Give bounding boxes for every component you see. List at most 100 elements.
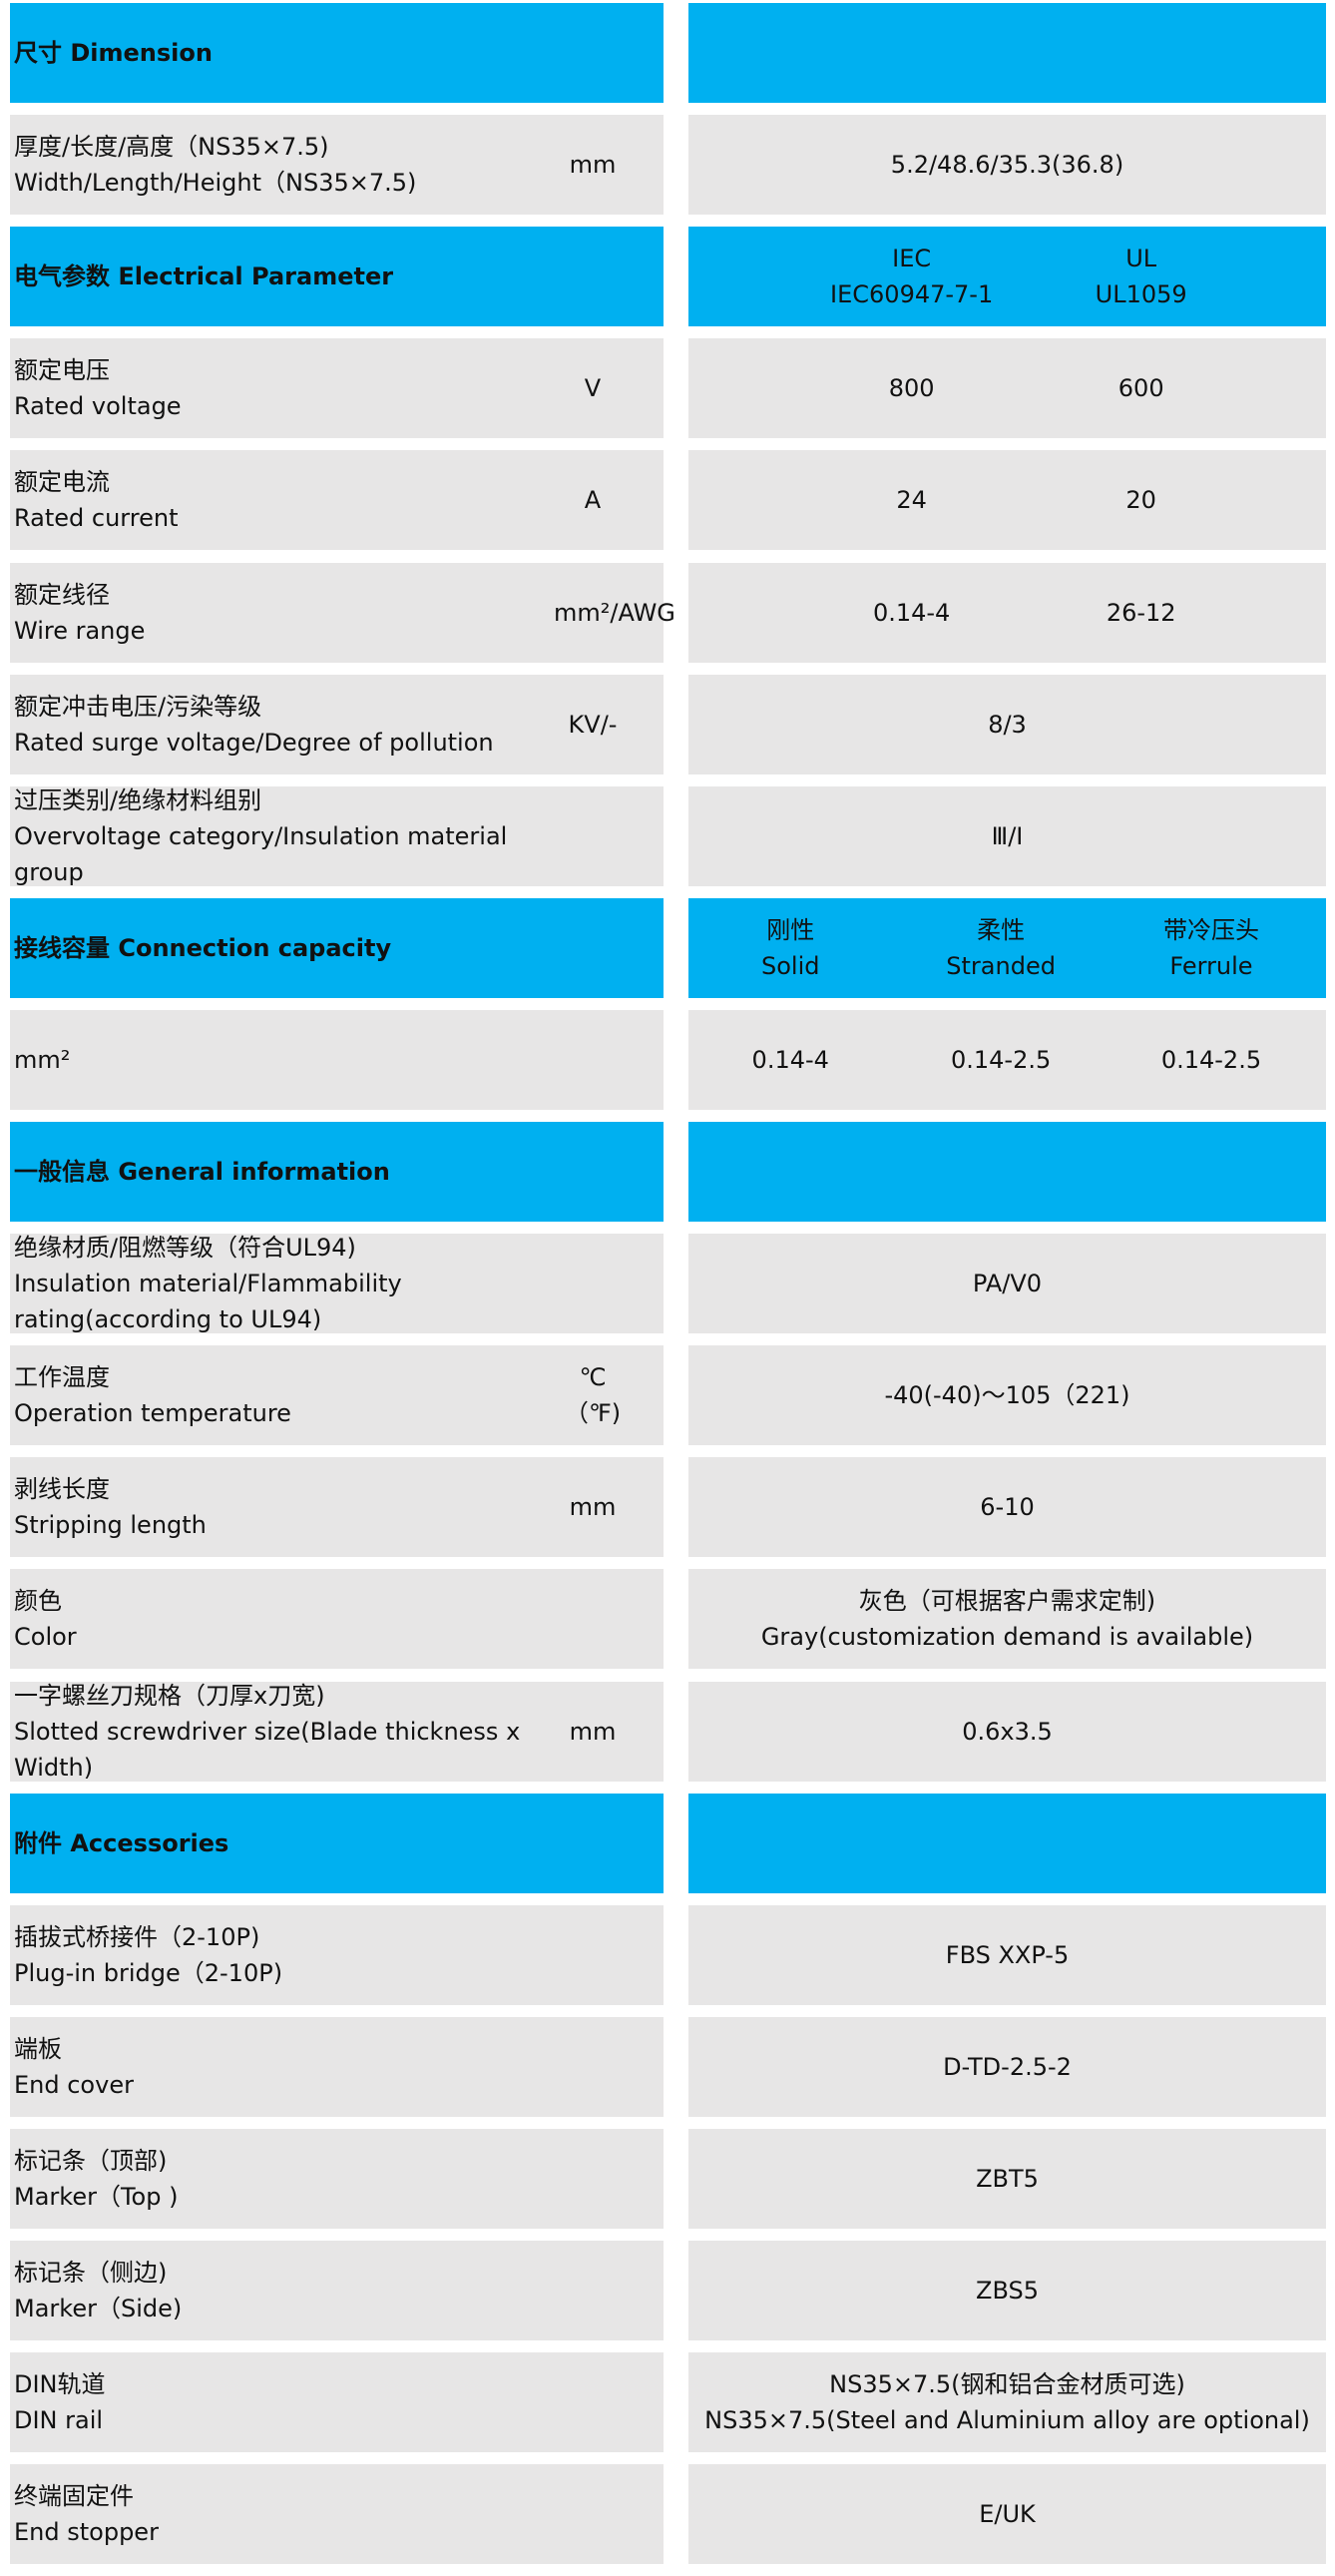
table-row: 额定电压 Rated voltage V 800 600 (0, 338, 1335, 439)
parameter-label: 颜色 Color (14, 1583, 553, 1655)
value: 0.14-4 (751, 1045, 829, 1074)
label-cell: 插拔式桥接件（2-10P) Plug-in bridge（2-10P) (10, 1904, 664, 2005)
value: 5.2/48.6/35.3(36.8) (890, 151, 1124, 180)
label-line: Width/Length/Height（NS35×7.5) (14, 169, 417, 198)
label-line: 颜色 (14, 1587, 62, 1616)
value-cell: -40(-40)～105（221) (688, 1345, 1326, 1446)
value: 柔性 Stranded (946, 915, 1056, 980)
section-title: 附件 Accessories (14, 1828, 229, 1857)
label-cell: 额定冲击电压/污染等级 Rated surge voltage/Degree of… (10, 674, 664, 774)
table-row: 端板 End cover D-TD-2.5-2 (0, 2016, 1335, 2117)
section-header: 一般信息 General information (0, 1122, 1335, 1222)
value-cell: PA/V0 (688, 1234, 1326, 1334)
label-cell: 工作温度 Operation temperature ℃（℉) (10, 1345, 664, 1446)
label-line: 过压类别/绝缘材料组别 (14, 785, 262, 814)
parameter-label: 插拔式桥接件（2-10P) Plug-in bridge（2-10P) (14, 1919, 553, 1991)
unit: ℃（℉) (564, 1363, 622, 1428)
value: ZBS5 (976, 2277, 1039, 2305)
parameter-label: 终端固定件 End stopper (14, 2478, 553, 2550)
parameter-label: 额定电流 Rated current (14, 464, 553, 536)
value-cell: 6-10 (688, 1457, 1326, 1558)
parameter-label: 额定电压 Rated voltage (14, 352, 553, 424)
label-line: Rated current (14, 504, 179, 533)
label-line: 终端固定件 (14, 2482, 134, 2511)
table-row: 插拔式桥接件（2-10P) Plug-in bridge（2-10P) FBS XX… (0, 1904, 1335, 2005)
value: 8/3 (988, 710, 1027, 739)
value-cell: 800 600 (688, 338, 1326, 439)
label-cell: 标记条（顶部) Marker（Top ) (10, 2128, 664, 2229)
label-line: 一字螺丝刀规格（刀厚x刀宽) (14, 1681, 325, 1710)
label-line: DIN rail (14, 2406, 104, 2435)
unit: mm (569, 1717, 617, 1746)
value-cell: 刚性 Solid 柔性 Stranded 带冷压头 Ferrule (688, 897, 1326, 998)
parameter-label: 绝缘材质/阻燃等级（符合UL94) Insulation material/Fla… (14, 1230, 553, 1337)
value: 600 (1117, 374, 1164, 403)
label-cell: 电气参数 Electrical Parameter (10, 227, 664, 327)
value: UL UL1059 (1095, 245, 1187, 309)
value-cell: Ⅲ/Ⅰ (688, 785, 1326, 886)
value: IEC IEC60947-7-1 (830, 245, 994, 309)
value: 灰色（可根据客户需求定制) Gray(customization demand … (760, 1587, 1254, 1652)
value-cell: FBS XXP-5 (688, 1904, 1326, 2005)
label-line: Color (14, 1623, 77, 1652)
value: NS35×7.5(钢和铝合金材质可选) NS35×7.5(Steel and A… (704, 2370, 1310, 2435)
value-cell: E/UK (688, 2464, 1326, 2565)
label-line: 端板 (14, 2034, 62, 2063)
parameter-label: DIN轨道 DIN rail (14, 2366, 553, 2438)
value: ZBT5 (976, 2164, 1039, 2193)
value-cell: 24 20 (688, 450, 1326, 551)
value-cell: ZBT5 (688, 2128, 1326, 2229)
value: 带冷压头 Ferrule (1162, 915, 1259, 980)
label-cell: 尺寸 Dimension (10, 3, 664, 103)
section-header: 附件 Accessories (0, 1793, 1335, 1893)
value: 0.6x3.5 (962, 1717, 1053, 1746)
parameter-label: 过压类别/绝缘材料组别 Overvoltage category/Insulati… (14, 782, 553, 890)
section-header: 电气参数 Electrical Parameter IEC IEC60947-7-… (0, 227, 1335, 327)
section-title: 一般信息 General information (14, 1158, 390, 1186)
section-header: 接线容量 Connection capacity 刚性 Solid 柔性 Stran… (0, 897, 1335, 998)
value: Ⅲ/Ⅰ (991, 821, 1024, 850)
value-cell (688, 3, 1326, 103)
value: 刚性 Solid (760, 915, 820, 980)
value: 20 (1125, 486, 1156, 515)
parameter-label: 额定线径 Wire range (14, 577, 553, 649)
label-line: 额定电压 (14, 356, 110, 385)
label-line: Insulation material/Flammability rating(… (14, 1270, 402, 1334)
table-row: 标记条（顶部) Marker（Top ) ZBT5 (0, 2128, 1335, 2229)
table-row: 额定线径 Wire range mm²/AWG 0.14-4 26-12 (0, 562, 1335, 663)
label-line: End cover (14, 2070, 134, 2099)
table-row: 工作温度 Operation temperature ℃（℉) -40(-40)～10… (0, 1345, 1335, 1446)
label-cell: 额定电流 Rated current A (10, 450, 664, 551)
parameter-label: 一字螺丝刀规格（刀厚x刀宽) Slotted screwdriver size(B… (14, 1678, 553, 1786)
label-cell: DIN轨道 DIN rail (10, 2352, 664, 2453)
unit: A (584, 486, 602, 515)
label-line: End stopper (14, 2518, 159, 2547)
section-title: 尺寸 Dimension (14, 39, 213, 67)
table-row: 终端固定件 End stopper E/UK (0, 2464, 1335, 2565)
value-cell: 5.2/48.6/35.3(36.8) (688, 115, 1326, 216)
table-row: 剥线长度 Stripping length mm 6-10 (0, 1457, 1335, 1558)
table-row: 额定电流 Rated current A 24 20 (0, 450, 1335, 551)
value-cell: 8/3 (688, 674, 1326, 774)
label-line: 标记条（顶部) (14, 2146, 168, 2175)
label-line: 额定冲击电压/污染等级 (14, 692, 262, 721)
label-cell: 一般信息 General information (10, 1122, 664, 1222)
value-cell: IEC IEC60947-7-1 UL UL1059 (688, 227, 1326, 327)
label-line: Stripping length (14, 1511, 207, 1540)
value: 0.14-2.5 (950, 1045, 1052, 1074)
label-line: Marker（Side) (14, 2295, 183, 2322)
value: FBS XXP-5 (945, 1940, 1070, 1969)
parameter-label: 标记条（侧边) Marker（Side) (14, 2255, 553, 2326)
label-line: Marker（Top ) (14, 2182, 179, 2211)
table-row: mm² 0.14-4 0.14-2.5 0.14-2.5 (0, 1009, 1335, 1110)
value-cell: 0.14-4 0.14-2.5 0.14-2.5 (688, 1009, 1326, 1110)
unit: mm (569, 1493, 617, 1522)
table-row: 额定冲击电压/污染等级 Rated surge voltage/Degree of… (0, 674, 1335, 774)
label-line: Overvoltage category/Insulation material… (14, 821, 508, 886)
unit: mm (569, 151, 617, 180)
label-line: Rated surge voltage/Degree of pollution (14, 728, 494, 757)
parameter-label: 端板 End cover (14, 2031, 553, 2103)
table-row: 颜色 Color 灰色（可根据客户需求定制) Gray(customization … (0, 1569, 1335, 1670)
label-cell: 颜色 Color (10, 1569, 664, 1670)
unit: V (584, 374, 602, 403)
